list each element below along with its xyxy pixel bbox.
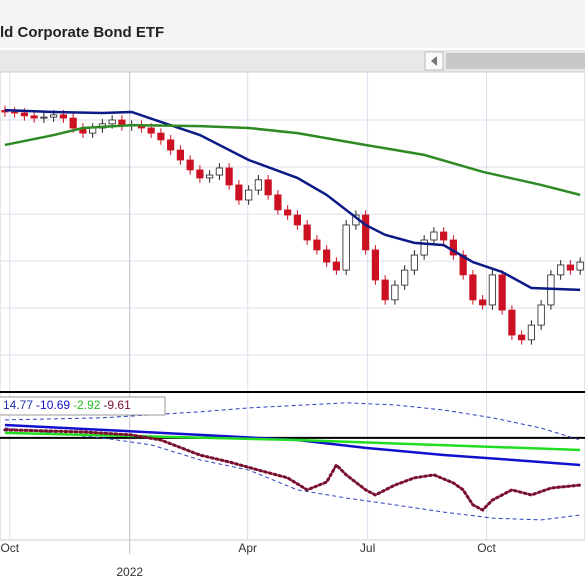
- line-series: [4, 123, 581, 197]
- candle-body: [576, 261, 584, 271]
- candle-body: [30, 115, 38, 119]
- candle-body: [488, 274, 497, 306]
- candle-body: [293, 214, 302, 226]
- legend-value: -9.61: [103, 398, 131, 412]
- candle-body: [20, 112, 29, 117]
- line-series: [4, 431, 581, 452]
- candle-body: [469, 274, 477, 301]
- line-series: [3, 428, 582, 512]
- candle-body: [391, 284, 399, 301]
- candle-body: [225, 167, 233, 186]
- legend-value: 14.77: [3, 398, 33, 412]
- candle-body: [11, 111, 19, 114]
- candle-body: [264, 179, 272, 196]
- plot-area: [0, 71, 585, 541]
- candle-body: [176, 149, 184, 161]
- legend: 14.77 -10.69 -2.92 -9.61: [3, 398, 131, 412]
- candle-body: [235, 184, 243, 201]
- candle-body: [440, 231, 448, 241]
- candle-body: [362, 214, 370, 251]
- x-tick-label: Apr: [238, 541, 257, 555]
- year-label: 2022: [116, 565, 143, 579]
- candle-body: [566, 264, 575, 271]
- candle-body: [508, 309, 516, 336]
- candle-body: [303, 224, 311, 241]
- candle-body: [518, 334, 526, 341]
- candle-body: [430, 231, 438, 241]
- scroll-arrow: [431, 56, 437, 66]
- candle-body: [342, 224, 350, 271]
- line-series: [4, 402, 581, 441]
- candle-body: [284, 209, 292, 216]
- scroll-thumb[interactable]: [446, 53, 585, 69]
- header: [0, 0, 585, 48]
- candle-body: [40, 116, 48, 119]
- candle-body: [410, 254, 419, 271]
- legend-value: -2.92: [73, 398, 101, 412]
- candle-body: [420, 239, 428, 256]
- candle-body: [69, 117, 77, 129]
- chart-title: ld Corporate Bond ETF: [0, 24, 164, 41]
- candle-body: [313, 239, 321, 251]
- candle-body: [401, 269, 409, 286]
- line-series: [4, 108, 581, 292]
- candle-body: [537, 304, 545, 326]
- candle-body: [215, 167, 223, 176]
- candle-body: [157, 132, 165, 141]
- candle-body: [479, 299, 487, 306]
- candle-body: [371, 249, 380, 281]
- candle-body: [59, 114, 68, 119]
- line-series: [4, 427, 581, 521]
- candle-body: [147, 127, 155, 134]
- candle-body: [206, 174, 214, 179]
- candle-body: [196, 169, 204, 179]
- x-tick-label: Oct: [0, 541, 19, 555]
- candle-body: [274, 194, 282, 211]
- line-series: [4, 423, 581, 467]
- x-tick-label: Oct: [477, 541, 496, 555]
- candle-body: [527, 324, 536, 341]
- candle-body: [381, 279, 389, 301]
- candle-body: [254, 179, 262, 191]
- candle-body: [323, 249, 331, 263]
- candle-body: [50, 114, 58, 118]
- legend-value: -10.69: [36, 398, 70, 412]
- candle-body: [167, 139, 175, 151]
- candle-body: [108, 119, 116, 125]
- candle-body: [186, 159, 194, 171]
- candle-body: [332, 261, 341, 271]
- candle-body: [498, 274, 506, 311]
- legend-box: [0, 396, 166, 416]
- candle-body: [557, 264, 565, 276]
- x-tick-label: Jul: [360, 541, 375, 555]
- candle-body: [245, 189, 253, 201]
